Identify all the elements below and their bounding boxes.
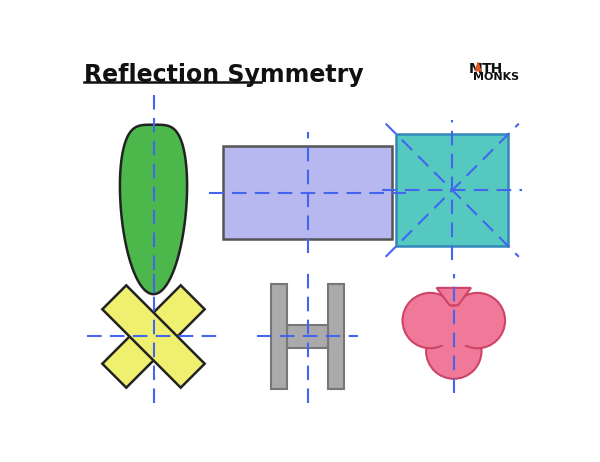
Polygon shape bbox=[120, 125, 187, 294]
Bar bbox=[287, 325, 328, 348]
Bar bbox=[223, 146, 392, 239]
Polygon shape bbox=[475, 62, 481, 71]
Text: MONKS: MONKS bbox=[473, 73, 519, 82]
Circle shape bbox=[403, 293, 458, 348]
Bar bbox=[271, 284, 287, 389]
Polygon shape bbox=[103, 286, 205, 388]
Circle shape bbox=[433, 307, 475, 349]
Polygon shape bbox=[437, 288, 471, 305]
Circle shape bbox=[449, 293, 505, 348]
Bar bbox=[396, 134, 508, 246]
Text: Reflection Symmetry: Reflection Symmetry bbox=[84, 63, 364, 87]
Circle shape bbox=[426, 323, 482, 379]
Polygon shape bbox=[103, 286, 205, 388]
Bar bbox=[328, 284, 344, 389]
Text: M: M bbox=[469, 61, 483, 76]
Text: TH: TH bbox=[482, 61, 503, 76]
